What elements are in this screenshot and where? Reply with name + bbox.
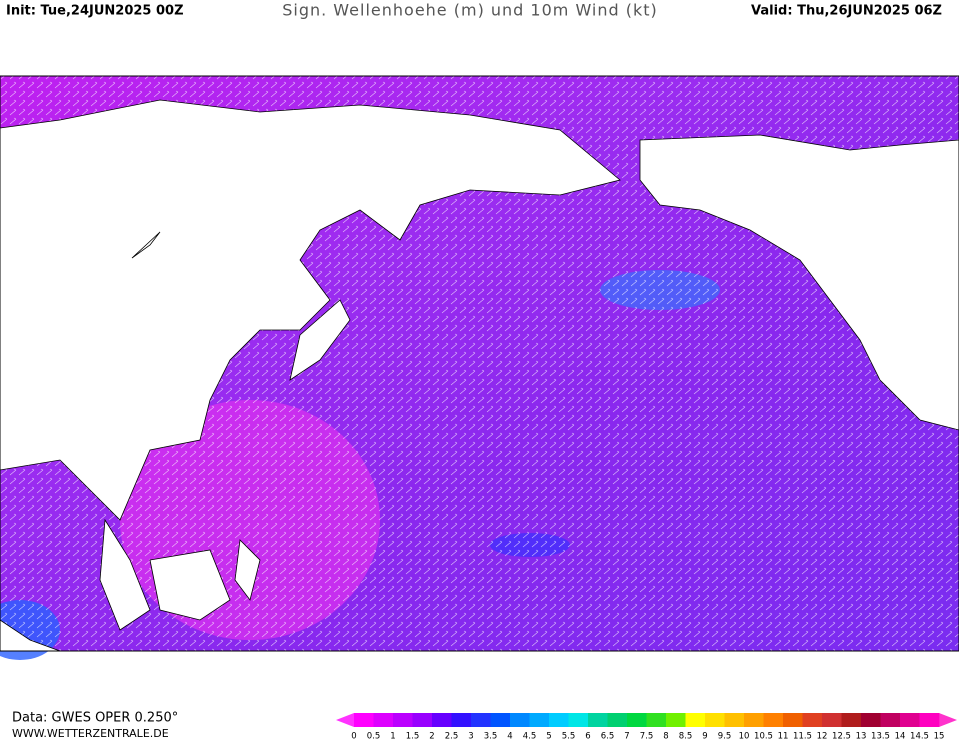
colorbar-swatch xyxy=(549,713,569,727)
colorbar-swatch xyxy=(783,713,803,727)
colorbar-swatch xyxy=(510,713,530,727)
colorbar-tick-label: 13.5 xyxy=(871,732,890,741)
website: WWW.WETTERZENTRALE.DE xyxy=(12,727,169,740)
colorbar-swatch xyxy=(724,713,745,727)
colorbar-swatch xyxy=(451,713,472,727)
colorbar-swatch xyxy=(568,713,589,727)
colorbar-swatch xyxy=(412,713,433,727)
colorbar-swatch xyxy=(841,713,862,727)
colorbar-tick-label: 8 xyxy=(663,732,668,741)
colorbar-swatch xyxy=(393,713,413,727)
colorbar-swatch xyxy=(685,713,706,727)
colorbar-tick-label: 0 xyxy=(351,732,356,741)
colorbar-tick-label: 12.5 xyxy=(832,732,851,741)
init-time: Init: Tue,24JUN2025 00Z xyxy=(6,4,184,19)
colorbar-tick-label: 9 xyxy=(702,732,707,741)
colorbar-tick-label: 9.5 xyxy=(718,732,732,741)
colorbar-tick-label: 14 xyxy=(895,732,906,741)
colorbar-swatch xyxy=(861,713,881,727)
colorbar-tick-label: 1 xyxy=(390,732,395,741)
colorbar-tick-label: 4.5 xyxy=(523,732,537,741)
colorbar-tick-label: 3.5 xyxy=(484,732,498,741)
colorbar-tick-label: 7.5 xyxy=(640,732,654,741)
colorbar-tick-label: 10.5 xyxy=(754,732,773,741)
colorbar-swatch xyxy=(900,713,920,727)
colorbar-tick-label: 5 xyxy=(546,732,551,741)
colorbar-tick-label: 6.5 xyxy=(601,732,615,741)
map-title: Sign. Wellenhoehe (m) und 10m Wind (kt) xyxy=(282,1,658,20)
colorbar-swatch xyxy=(471,713,491,727)
colorbar-low-arrow xyxy=(336,713,354,727)
colorbar-swatch xyxy=(490,713,511,727)
colorbar-swatch xyxy=(822,713,842,727)
colorbar-swatch xyxy=(705,713,725,727)
colorbar-swatch xyxy=(763,713,784,727)
colorbar-tick-label: 13 xyxy=(856,732,867,741)
colorbar-tick-label: 11.5 xyxy=(793,732,812,741)
colorbar-swatch xyxy=(744,713,764,727)
colorbar-tick-label: 7 xyxy=(624,732,629,741)
colorbar-swatch xyxy=(646,713,667,727)
colorbar: 0 0.5 1 1.5 2 2.5 3 3.5 4 4.5 5 5.5 6 6.5 7 7.5 8 8.5 9 9.5… xyxy=(336,713,957,741)
colorbar-swatch xyxy=(588,713,608,727)
colorbar-swatch xyxy=(802,713,823,727)
colorbar-swatch xyxy=(919,713,940,727)
colorbar-tick-label: 6 xyxy=(585,732,590,741)
map-frame xyxy=(0,75,959,652)
colorbar-tick-label: 11 xyxy=(778,732,789,741)
colorbar-tick-label: 8.5 xyxy=(679,732,693,741)
colorbar-high-arrow xyxy=(939,713,957,727)
colorbar-swatch xyxy=(432,713,452,727)
map xyxy=(0,75,959,660)
colorbar-tick-label: 3 xyxy=(468,732,473,741)
colorbar-tick-label: 15 xyxy=(934,732,945,741)
colorbar-tick-label: 4 xyxy=(507,732,512,741)
colorbar-swatch xyxy=(529,713,550,727)
colorbar-tick-label: 1.5 xyxy=(406,732,420,741)
colorbar-tick-label: 2 xyxy=(429,732,434,741)
colorbar-swatch xyxy=(607,713,628,727)
colorbar-tick-label: 10 xyxy=(739,732,750,741)
colorbar-swatch xyxy=(666,713,686,727)
land xyxy=(0,99,959,652)
valid-time: Valid: Thu,26JUN2025 06Z xyxy=(751,4,942,19)
colorbar-swatch xyxy=(880,713,901,727)
colorbar-tick-label: 14.5 xyxy=(910,732,929,741)
data-source: Data: GWES OPER 0.250° xyxy=(12,711,178,726)
colorbar-swatch xyxy=(354,713,374,727)
colorbar-tick-label: 12 xyxy=(817,732,828,741)
colorbar-tick-label: 5.5 xyxy=(562,732,576,741)
colorbar-swatch xyxy=(627,713,647,727)
colorbar-swatch xyxy=(373,713,394,727)
colorbar-tick-label: 0.5 xyxy=(367,732,381,741)
colorbar-tick-label: 2.5 xyxy=(445,732,459,741)
